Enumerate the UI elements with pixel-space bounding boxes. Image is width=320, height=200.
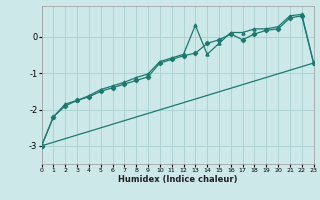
X-axis label: Humidex (Indice chaleur): Humidex (Indice chaleur): [118, 175, 237, 184]
